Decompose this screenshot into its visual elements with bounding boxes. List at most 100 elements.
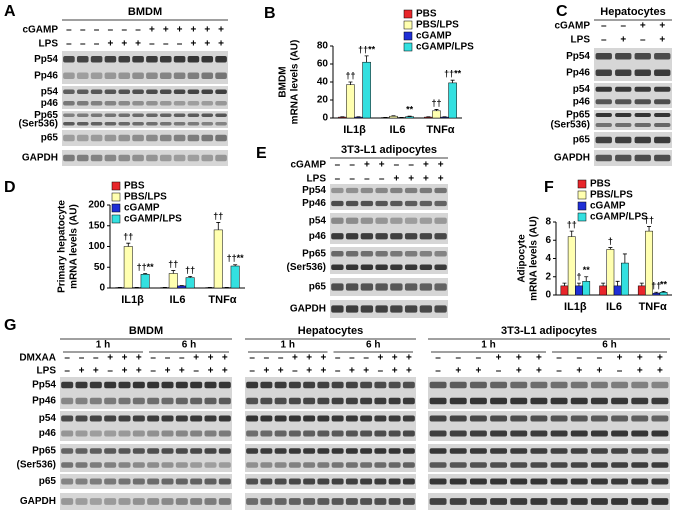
blot-band (118, 430, 131, 437)
blot-band (215, 134, 227, 142)
error-bar (348, 81, 353, 85)
blot-strip (60, 474, 232, 489)
blot-band (303, 397, 316, 405)
blot-band (595, 154, 612, 162)
blot-band (132, 397, 145, 405)
blot-band (132, 113, 144, 117)
blot-band (215, 154, 227, 162)
blot-band (118, 134, 131, 142)
blot-band (161, 478, 174, 485)
treatment-sign: – (435, 366, 441, 377)
blot-band (375, 217, 388, 224)
significance-label: ††** (137, 262, 155, 272)
blot-band (274, 430, 287, 437)
x-tick-label: IL6 (390, 124, 406, 136)
bar (652, 292, 661, 296)
legend-swatch (403, 42, 413, 52)
treatment-sign: + (122, 353, 128, 364)
legend-label: cGAMP (124, 203, 160, 214)
blot-band (631, 430, 649, 437)
blot-band (218, 381, 231, 389)
blot-band (215, 55, 227, 63)
treatment-sign: + (204, 39, 210, 50)
blot-band (490, 415, 508, 422)
treatment-sign: – (435, 353, 441, 364)
blot-band (132, 478, 145, 485)
bar (582, 281, 591, 296)
treatment-sign: – (165, 353, 171, 364)
blot-band (469, 498, 487, 505)
blot-band (404, 305, 418, 313)
blot-band (146, 89, 158, 95)
error-bar (608, 247, 613, 250)
blot-band (345, 381, 358, 389)
treatment-sign: – (349, 353, 355, 364)
legend-swatch (403, 9, 413, 19)
blot-band (345, 283, 359, 291)
blot-band (260, 430, 273, 437)
treatment-sign: – (66, 25, 72, 36)
blot-band (490, 430, 508, 437)
blot-band (190, 430, 203, 437)
blot-band (218, 415, 231, 422)
blot-band (374, 462, 387, 468)
blot-strip (428, 411, 670, 441)
blot-band (631, 478, 649, 485)
blot-band (388, 462, 401, 468)
blot-band (331, 462, 344, 468)
blot-band (651, 462, 669, 468)
blot-band (530, 415, 548, 422)
blot-band (187, 72, 200, 80)
treatment-sign: + (475, 366, 481, 377)
blot-band (345, 478, 358, 485)
blot-band (90, 72, 103, 80)
blot-band (419, 251, 433, 257)
blot-band (76, 55, 89, 63)
blot-band (375, 200, 388, 207)
treatment-label: cGAMP (22, 25, 58, 36)
blot-band (360, 448, 373, 454)
treatment-sign: – (455, 353, 461, 364)
blot-band (360, 415, 373, 422)
blot-band (89, 397, 102, 405)
panel-letter: B (264, 5, 276, 22)
blot-band (75, 478, 88, 485)
blot-band (218, 397, 231, 405)
treatment-sign: + (637, 366, 643, 377)
blot-band (118, 498, 131, 505)
treatment-sign: – (378, 366, 384, 377)
blot-band (274, 478, 287, 485)
blot-band (90, 122, 103, 126)
blot-band (360, 381, 373, 389)
blot-band (159, 100, 172, 106)
significance-label: ††** (358, 44, 376, 54)
treatment-sign: – (349, 174, 355, 185)
blot-band (419, 217, 433, 224)
protein-label: GAPDH (22, 153, 58, 164)
blot-band (274, 448, 287, 454)
blot-band (530, 462, 548, 468)
blot-band (611, 430, 629, 437)
blot-band (201, 113, 214, 117)
blot-band (345, 187, 359, 194)
protein-label: Pp54 (566, 51, 590, 62)
y-axis-label: mRNA levels (AU) (529, 216, 540, 301)
treatment-sign: – (249, 366, 255, 377)
protein-label: (Ser536) (551, 120, 590, 131)
blot-band (317, 448, 330, 454)
blot-band (419, 283, 433, 291)
error-bar (615, 280, 620, 286)
blot-band (190, 381, 203, 389)
blot-band (61, 498, 74, 505)
blot-band (63, 55, 75, 63)
blot-band (75, 415, 88, 422)
treatment-sign: + (516, 366, 522, 377)
blot-band (490, 462, 508, 468)
treatment-sign: + (190, 39, 196, 50)
treatment-sign: + (406, 353, 412, 364)
blot-band (595, 113, 612, 117)
y-tick-label: 60 (317, 59, 329, 70)
blot-band (260, 415, 273, 422)
blot-band (187, 113, 200, 117)
treatment-sign: + (379, 160, 385, 171)
